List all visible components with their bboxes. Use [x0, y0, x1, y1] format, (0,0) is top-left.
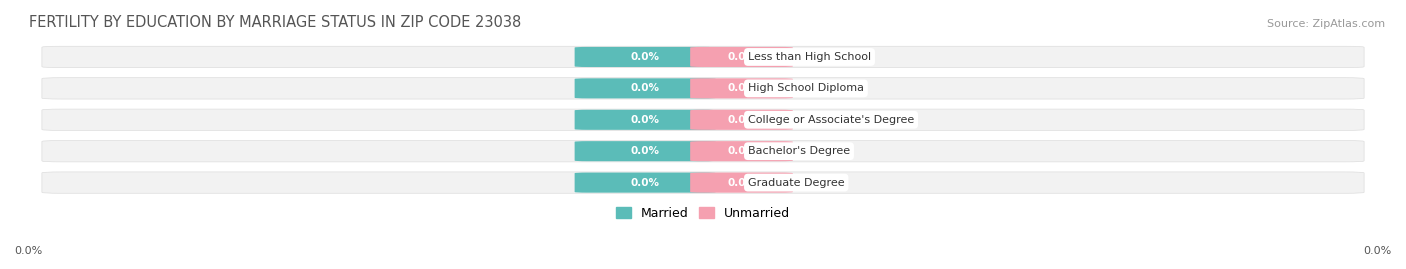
Text: College or Associate's Degree: College or Associate's Degree: [748, 115, 914, 125]
Text: Source: ZipAtlas.com: Source: ZipAtlas.com: [1267, 19, 1385, 29]
Text: 0.0%: 0.0%: [631, 115, 659, 125]
Text: Less than High School: Less than High School: [748, 52, 872, 62]
FancyBboxPatch shape: [690, 110, 793, 130]
Text: FERTILITY BY EDUCATION BY MARRIAGE STATUS IN ZIP CODE 23038: FERTILITY BY EDUCATION BY MARRIAGE STATU…: [30, 15, 522, 30]
FancyBboxPatch shape: [42, 46, 1364, 68]
FancyBboxPatch shape: [690, 172, 793, 193]
Text: 0.0%: 0.0%: [631, 52, 659, 62]
Text: 0.0%: 0.0%: [631, 146, 659, 156]
FancyBboxPatch shape: [575, 78, 716, 98]
FancyBboxPatch shape: [575, 47, 716, 67]
FancyBboxPatch shape: [42, 172, 1364, 193]
FancyBboxPatch shape: [690, 78, 793, 98]
Text: 0.0%: 0.0%: [14, 246, 42, 256]
FancyBboxPatch shape: [575, 141, 716, 161]
Text: Bachelor's Degree: Bachelor's Degree: [748, 146, 851, 156]
Text: 0.0%: 0.0%: [727, 83, 756, 93]
Text: 0.0%: 0.0%: [1364, 246, 1392, 256]
Text: High School Diploma: High School Diploma: [748, 83, 863, 93]
FancyBboxPatch shape: [690, 47, 793, 67]
FancyBboxPatch shape: [42, 78, 1364, 99]
Text: 0.0%: 0.0%: [727, 178, 756, 187]
Legend: Married, Unmarried: Married, Unmarried: [612, 201, 794, 225]
Text: 0.0%: 0.0%: [727, 146, 756, 156]
FancyBboxPatch shape: [575, 172, 716, 193]
FancyBboxPatch shape: [42, 109, 1364, 130]
Text: 0.0%: 0.0%: [631, 178, 659, 187]
Text: 0.0%: 0.0%: [631, 83, 659, 93]
Text: 0.0%: 0.0%: [727, 52, 756, 62]
FancyBboxPatch shape: [690, 141, 793, 161]
Text: Graduate Degree: Graduate Degree: [748, 178, 845, 187]
Text: 0.0%: 0.0%: [727, 115, 756, 125]
FancyBboxPatch shape: [575, 110, 716, 130]
FancyBboxPatch shape: [42, 140, 1364, 162]
